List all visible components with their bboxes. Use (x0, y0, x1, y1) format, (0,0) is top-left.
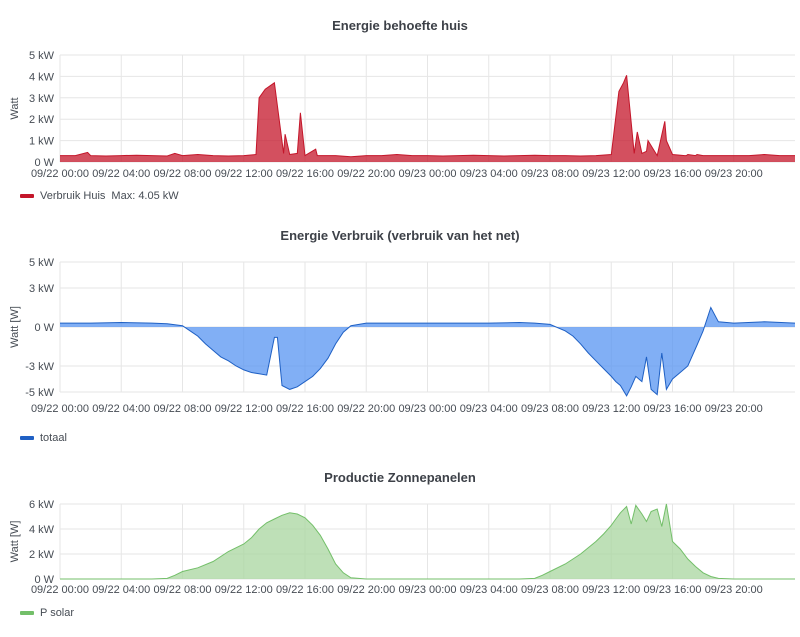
y-tick-label: 4 kW (29, 71, 55, 83)
legend-max-value: Max: 4.05 kW (111, 190, 179, 202)
y-axis-label: Watt [W] (9, 306, 21, 348)
x-tick-label: 09/23 20:00 (705, 168, 763, 180)
x-tick-label: 09/23 12:00 (582, 168, 640, 180)
x-tick-label: 09/22 08:00 (153, 584, 211, 596)
series-line (60, 306, 796, 397)
y-tick-label: 0 W (34, 157, 54, 169)
x-tick-label: 09/23 08:00 (521, 168, 579, 180)
x-tick-label: 09/23 00:00 (398, 168, 456, 180)
y-tick-label: 0 W (34, 322, 54, 334)
y-tick-label: 6 kW (29, 499, 55, 511)
y-tick-label: 3 kW (29, 93, 55, 105)
x-tick-label: 09/22 08:00 (153, 403, 211, 415)
x-tick-label: 09/22 08:00 (153, 168, 211, 180)
legend-swatch-red (20, 194, 34, 198)
x-tick-label: 09/23 08:00 (521, 584, 579, 596)
x-tick-label: 09/22 00:00 (31, 584, 89, 596)
x-tick-label: 09/22 12:00 (215, 168, 273, 180)
chart-title-productie-zonnepanelen: Productie Zonnepanelen (324, 470, 476, 485)
y-tick-label: 3 kW (29, 283, 55, 295)
x-tick-label: 09/22 16:00 (276, 584, 334, 596)
y-tick-label: 5 kW (29, 50, 55, 62)
x-tick-label: 09/22 20:00 (337, 584, 395, 596)
x-tick-label: 09/22 04:00 (92, 584, 150, 596)
x-tick-label: 09/22 16:00 (276, 403, 334, 415)
x-tick-label: 09/23 16:00 (643, 584, 701, 596)
legend-label: P solar (40, 607, 75, 619)
legend-p-solar[interactable]: P solar (20, 607, 74, 619)
chart-title-energie-verbruik: Energie Verbruik (verbruik van het net) (280, 228, 520, 243)
chart-title-energie-behoefte: Energie behoefte huis (332, 18, 468, 33)
x-tick-label: 09/22 00:00 (31, 403, 89, 415)
x-tick-label: 09/23 16:00 (643, 168, 701, 180)
y-tick-label: 2 kW (29, 549, 55, 561)
x-tick-label: 09/23 12:00 (582, 403, 640, 415)
x-tick-label: 09/23 04:00 (460, 403, 518, 415)
legend-verbruik-huis[interactable]: Verbruik Huis Max: 4.05 kW (20, 190, 179, 202)
legend-label: Verbruik Huis (40, 190, 106, 202)
x-tick-label: 09/23 04:00 (460, 168, 518, 180)
y-axis-label: Watt [W] (9, 521, 21, 563)
x-tick-label: 09/22 20:00 (337, 403, 395, 415)
x-tick-label: 09/23 12:00 (582, 584, 640, 596)
series-line (60, 75, 795, 158)
x-tick-label: 09/23 20:00 (705, 584, 763, 596)
y-tick-label: 4 kW (29, 524, 55, 536)
y-tick-label: 1 kW (29, 136, 55, 148)
y-tick-label: -5 kW (25, 387, 54, 399)
x-tick-label: 09/22 04:00 (92, 168, 150, 180)
y-tick-label: 5 kW (29, 257, 55, 269)
legend-swatch-green (20, 611, 34, 615)
y-tick-label: -3 kW (25, 361, 54, 373)
x-tick-label: 09/23 04:00 (460, 584, 518, 596)
x-tick-label: 09/23 16:00 (643, 403, 701, 415)
x-tick-label: 09/22 04:00 (92, 403, 150, 415)
legend-swatch-blue (20, 436, 34, 440)
x-tick-label: 09/23 08:00 (521, 403, 579, 415)
x-tick-label: 09/23 20:00 (705, 403, 763, 415)
x-tick-label: 09/22 20:00 (337, 168, 395, 180)
x-tick-label: 09/22 12:00 (215, 403, 273, 415)
x-tick-label: 09/23 00:00 (398, 403, 456, 415)
legend-label: totaal (40, 432, 67, 444)
x-tick-label: 09/22 00:00 (31, 168, 89, 180)
series-area (60, 307, 795, 396)
y-tick-label: 0 W (34, 574, 54, 586)
series-area (60, 504, 795, 579)
x-tick-label: 09/23 00:00 (398, 584, 456, 596)
y-axis-label: Watt (9, 97, 21, 119)
series-line (60, 503, 795, 580)
legend-totaal[interactable]: totaal (20, 432, 67, 444)
x-tick-label: 09/22 12:00 (215, 584, 273, 596)
y-tick-label: 2 kW (29, 114, 55, 126)
x-tick-label: 09/22 16:00 (276, 168, 334, 180)
